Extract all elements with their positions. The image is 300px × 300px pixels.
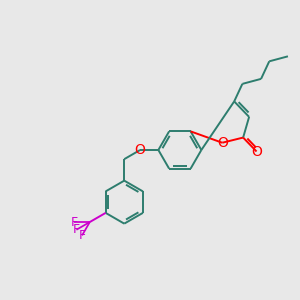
Text: O: O <box>135 143 146 157</box>
Text: O: O <box>217 136 228 150</box>
Text: F: F <box>79 229 86 242</box>
Text: O: O <box>251 145 262 158</box>
Text: F: F <box>73 223 80 236</box>
Text: F: F <box>71 215 78 229</box>
